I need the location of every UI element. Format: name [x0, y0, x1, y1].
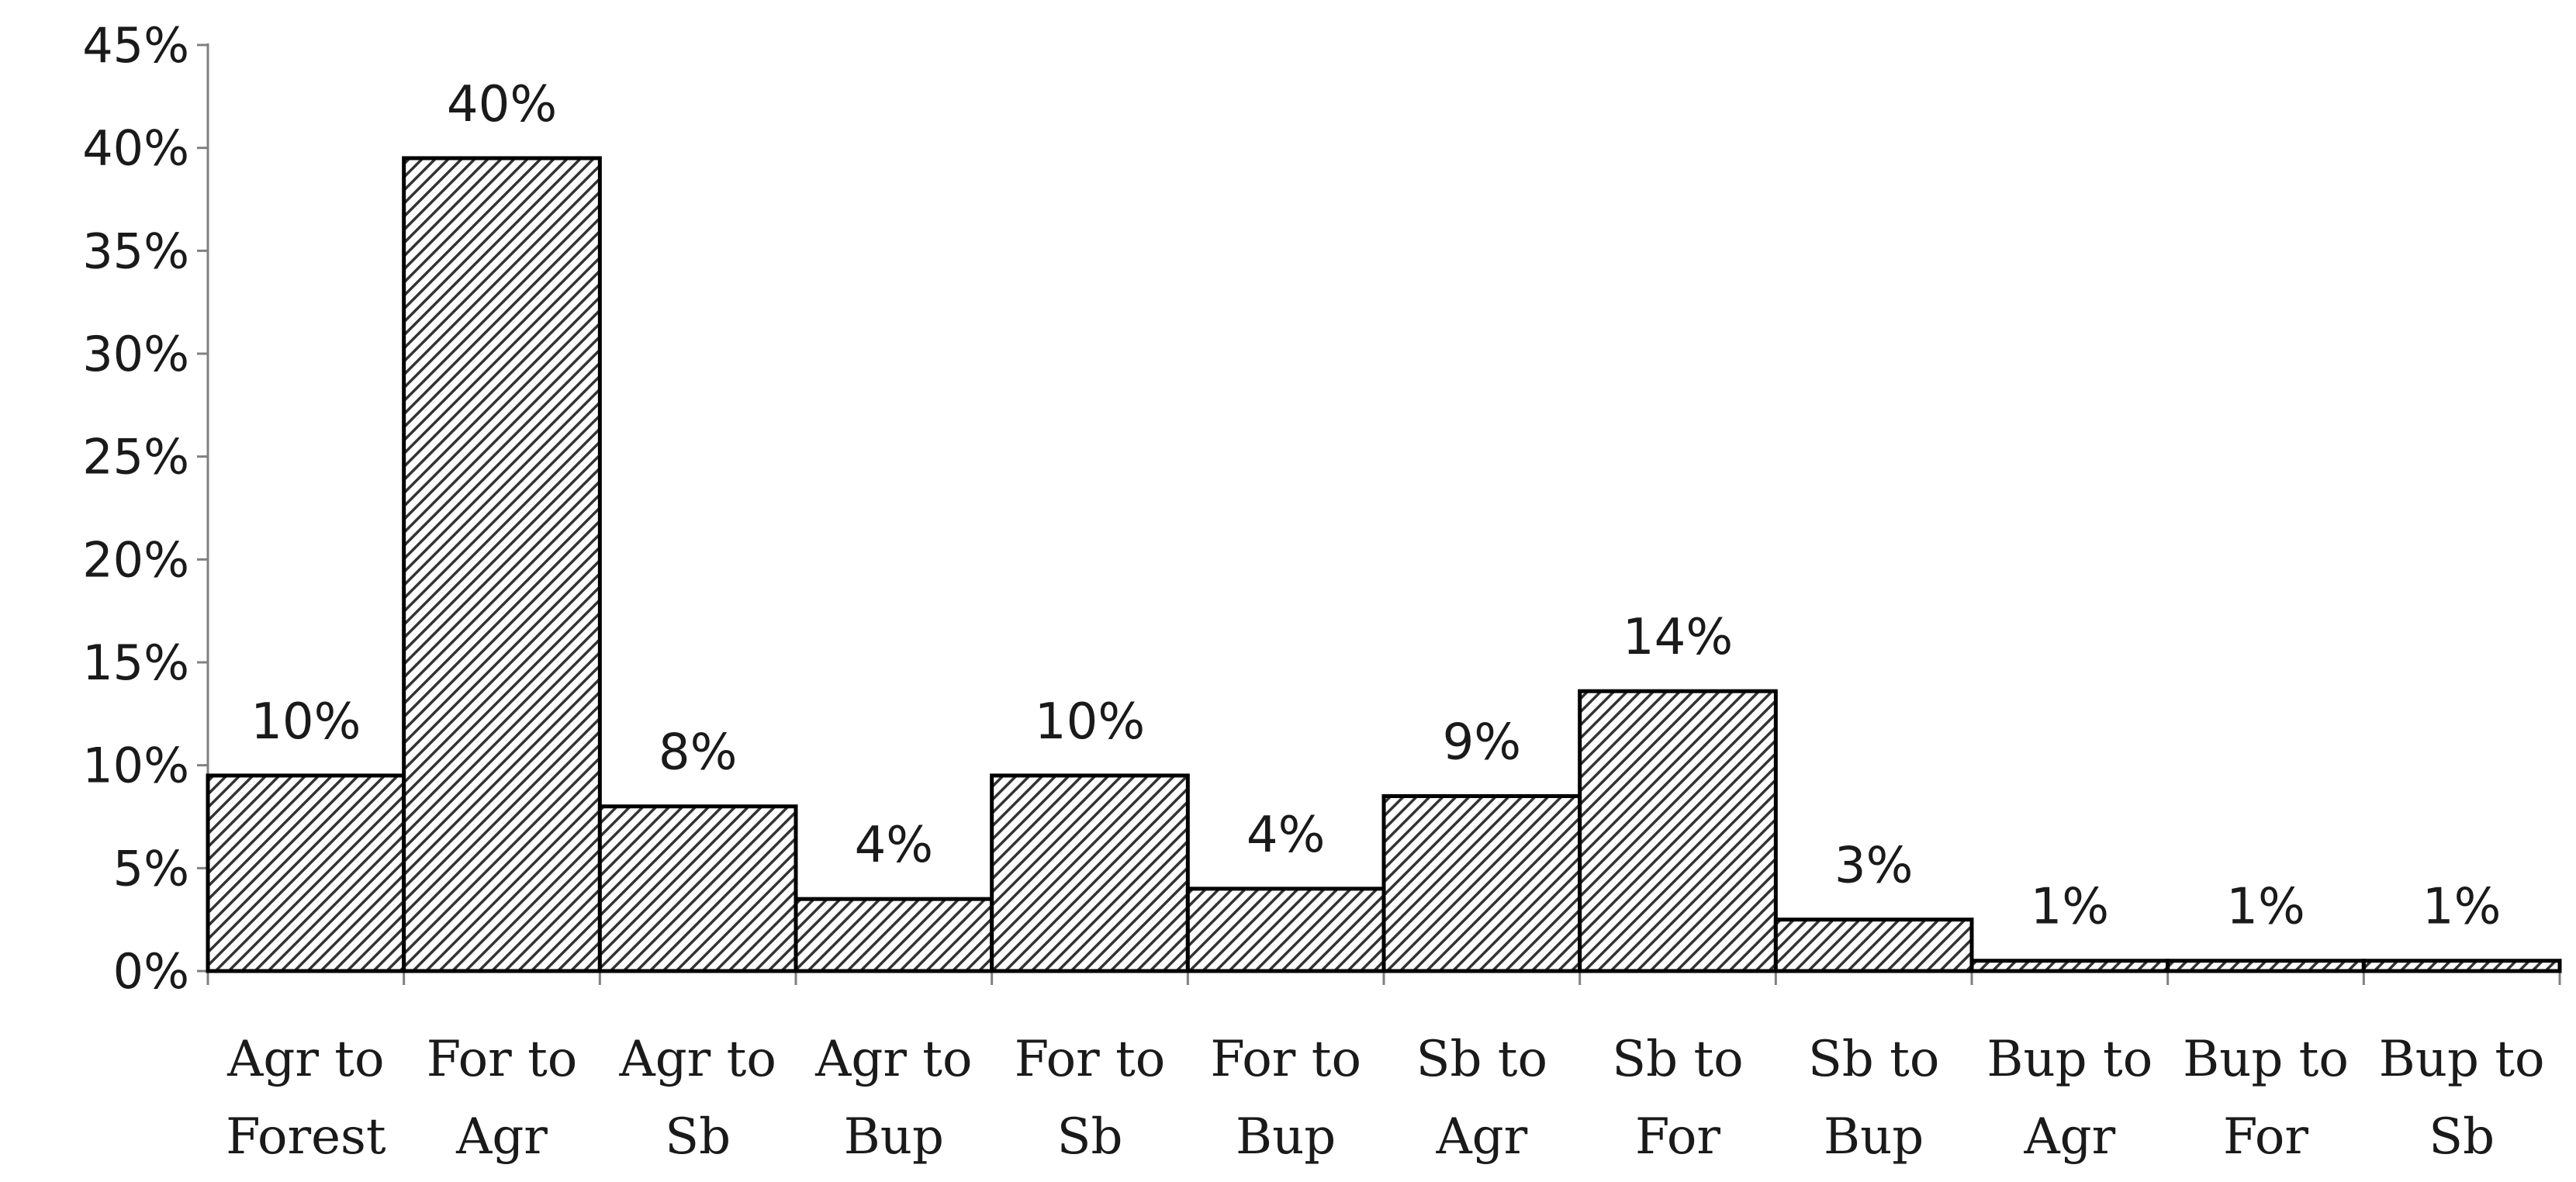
y-tick-label: 35%	[82, 223, 189, 279]
bar	[1381, 793, 1582, 973]
x-tick-label: Bup	[844, 1108, 944, 1166]
data-label: 1%	[2226, 879, 2305, 936]
data-label: 3%	[1834, 838, 1914, 895]
y-tick-label: 20%	[82, 531, 189, 588]
y-tick-label: 0%	[113, 943, 189, 1000]
data-label: 1%	[2422, 879, 2502, 936]
x-tick-label: Bup to	[2379, 1031, 2545, 1088]
bar	[794, 897, 994, 973]
y-tick-label: 5%	[113, 840, 189, 897]
data-label: 4%	[855, 817, 934, 874]
x-tick-label: Agr	[455, 1108, 548, 1166]
y-tick-label: 25%	[82, 429, 189, 486]
data-label: 4%	[1247, 807, 1326, 864]
bar	[402, 156, 602, 973]
x-tick-label: Bup	[1824, 1108, 1924, 1166]
x-tick-label: Agr to	[226, 1031, 384, 1088]
data-label: 40%	[447, 76, 557, 133]
x-tick-label: For	[2223, 1108, 2308, 1166]
y-tick-label: 40%	[82, 120, 189, 177]
x-tick-label: Sb	[2429, 1108, 2495, 1166]
bar	[597, 804, 798, 973]
bar	[1773, 918, 1974, 973]
data-label: 10%	[251, 693, 361, 751]
x-tick-label: Sb to	[1612, 1031, 1743, 1088]
data-label: 9%	[1443, 714, 1522, 771]
y-tick-label: 15%	[82, 634, 189, 691]
data-label: 14%	[1623, 609, 1733, 666]
bar	[1969, 959, 2170, 973]
x-tick-label: Forest	[226, 1108, 386, 1166]
data-label: 10%	[1035, 693, 1145, 751]
x-tick-label: Sb	[1057, 1108, 1123, 1166]
data-labels: 10% 40% 8% 4% 10% 4% 9% 14% 3% 1% 1% 1%	[251, 76, 2501, 936]
x-tick-label: Sb	[665, 1108, 731, 1166]
data-label: 8%	[659, 724, 738, 782]
data-label: 1%	[2031, 879, 2110, 936]
y-tick-label: 10%	[82, 738, 189, 794]
x-axis: Agr to Forest For to Agr Agr to Sb Agr to Bup Fo…	[206, 969, 2561, 1166]
x-tick-label: Bup to	[1986, 1031, 2152, 1088]
x-tick-label: Bup to	[2183, 1031, 2349, 1088]
x-tick-label: Bup	[1236, 1108, 1336, 1166]
x-tick-label: For to	[1210, 1031, 1361, 1088]
y-axis: 0% 5% 10% 15% 20% 25% 30% 35% 40% 45%	[82, 17, 209, 1000]
x-tick-label: For to	[1015, 1031, 1166, 1088]
y-tick-label: 30%	[82, 326, 189, 382]
x-tick-label: Sb to	[1808, 1031, 1939, 1088]
x-tick-label: Agr to	[814, 1031, 972, 1088]
x-tick-label: For	[1635, 1108, 1720, 1166]
x-tick-label: Sb to	[1416, 1031, 1547, 1088]
bar	[206, 773, 406, 973]
x-tick-label: Agr to	[618, 1031, 776, 1088]
y-tick-label: 45%	[82, 17, 189, 74]
bar	[2361, 959, 2562, 973]
bars	[206, 156, 2562, 973]
bar	[2166, 959, 2366, 973]
bar	[1578, 689, 1778, 973]
x-tick-label: Agr	[2023, 1108, 2115, 1166]
bar	[1185, 886, 1386, 973]
x-tick-label: Agr	[1435, 1108, 1527, 1166]
x-tick-label: For to	[427, 1031, 578, 1088]
bar	[990, 773, 1190, 973]
